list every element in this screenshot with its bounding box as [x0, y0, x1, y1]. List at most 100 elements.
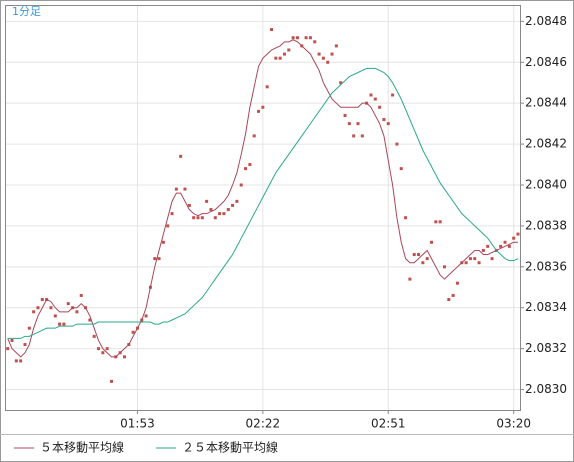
- data-point: [235, 199, 239, 203]
- data-point: [343, 113, 347, 117]
- data-point: [369, 93, 373, 97]
- y-tick-label: 2.0832: [525, 341, 567, 355]
- data-point: [187, 203, 191, 207]
- data-point: [75, 310, 79, 314]
- data-point: [226, 208, 230, 212]
- data-point: [408, 277, 412, 281]
- data-point: [161, 240, 165, 244]
- data-point: [313, 40, 317, 44]
- data-point: [321, 56, 325, 60]
- data-point: [507, 244, 511, 248]
- data-point: [170, 212, 174, 216]
- data-point: [205, 199, 209, 203]
- data-point: [404, 216, 408, 220]
- data-point: [14, 359, 18, 363]
- data-point: [399, 167, 403, 171]
- data-point: [282, 52, 286, 56]
- data-point: [244, 167, 248, 171]
- ma-line: [7, 67, 519, 339]
- data-point: [295, 36, 299, 40]
- data-point: [417, 253, 421, 257]
- data-point: [27, 326, 31, 330]
- data-point: [218, 212, 222, 216]
- y-tick-label: 2.0848: [525, 14, 567, 28]
- data-point: [209, 208, 213, 212]
- data-point: [144, 314, 148, 318]
- data-point: [6, 347, 10, 351]
- data-point: [62, 322, 66, 326]
- data-point: [391, 93, 395, 97]
- data-point: [477, 261, 481, 265]
- data-point: [101, 351, 105, 355]
- x-tick-label: 02:22: [246, 417, 281, 431]
- data-point: [516, 232, 520, 236]
- x-tick-label: 02:51: [371, 417, 406, 431]
- data-point: [287, 48, 291, 52]
- data-point: [97, 347, 101, 351]
- data-point: [412, 253, 416, 257]
- data-point: [231, 203, 235, 207]
- data-point: [481, 248, 485, 252]
- data-point: [499, 244, 503, 248]
- data-point: [334, 44, 338, 48]
- data-point: [252, 134, 256, 138]
- data-point: [291, 36, 295, 40]
- data-point: [473, 257, 477, 261]
- data-point: [213, 216, 217, 220]
- data-point: [261, 105, 265, 109]
- y-tick-label: 2.0834: [525, 300, 567, 314]
- data-point: [157, 257, 161, 261]
- data-point: [269, 28, 273, 32]
- data-point: [395, 142, 399, 146]
- data-point: [122, 355, 126, 359]
- data-point: [183, 187, 187, 191]
- legend-label: ５本移動平均線: [40, 440, 124, 455]
- data-point: [352, 134, 356, 138]
- data-point: [434, 220, 438, 224]
- data-point: [257, 109, 261, 113]
- data-point: [360, 134, 364, 138]
- y-tick-label: 2.0830: [525, 382, 567, 396]
- data-point: [23, 343, 27, 347]
- data-point: [153, 257, 157, 261]
- data-point: [79, 293, 83, 297]
- data-point: [486, 244, 490, 248]
- legend-label: ２５本移動平均線: [182, 440, 278, 455]
- data-point: [447, 298, 451, 302]
- data-point: [326, 60, 330, 64]
- data-point: [378, 105, 382, 109]
- data-point: [109, 379, 113, 383]
- y-tick-label: 2.0846: [525, 55, 567, 69]
- data-point: [105, 347, 109, 351]
- data-point: [196, 216, 200, 220]
- data-point: [166, 224, 170, 228]
- data-point: [49, 306, 53, 310]
- data-point: [88, 318, 92, 322]
- data-point: [442, 265, 446, 269]
- data-point: [239, 183, 243, 187]
- data-point: [430, 240, 434, 244]
- data-point: [386, 122, 390, 126]
- data-point: [53, 314, 57, 318]
- data-point: [451, 293, 455, 297]
- data-point: [174, 187, 178, 191]
- data-point: [265, 85, 269, 89]
- data-point: [200, 216, 204, 220]
- data-point: [66, 302, 70, 306]
- x-tick-label: 01:53: [120, 417, 155, 431]
- data-point: [304, 36, 308, 40]
- data-point: [382, 118, 386, 122]
- data-point: [512, 236, 516, 240]
- data-point: [10, 338, 14, 342]
- data-point: [425, 257, 429, 261]
- data-point: [468, 257, 472, 261]
- data-point: [92, 334, 96, 338]
- data-point: [40, 298, 44, 302]
- chart-title: 1分足: [12, 5, 41, 18]
- data-point: [19, 359, 23, 363]
- data-point: [317, 52, 321, 56]
- y-tick-label: 2.0842: [525, 137, 567, 151]
- data-point: [32, 310, 36, 314]
